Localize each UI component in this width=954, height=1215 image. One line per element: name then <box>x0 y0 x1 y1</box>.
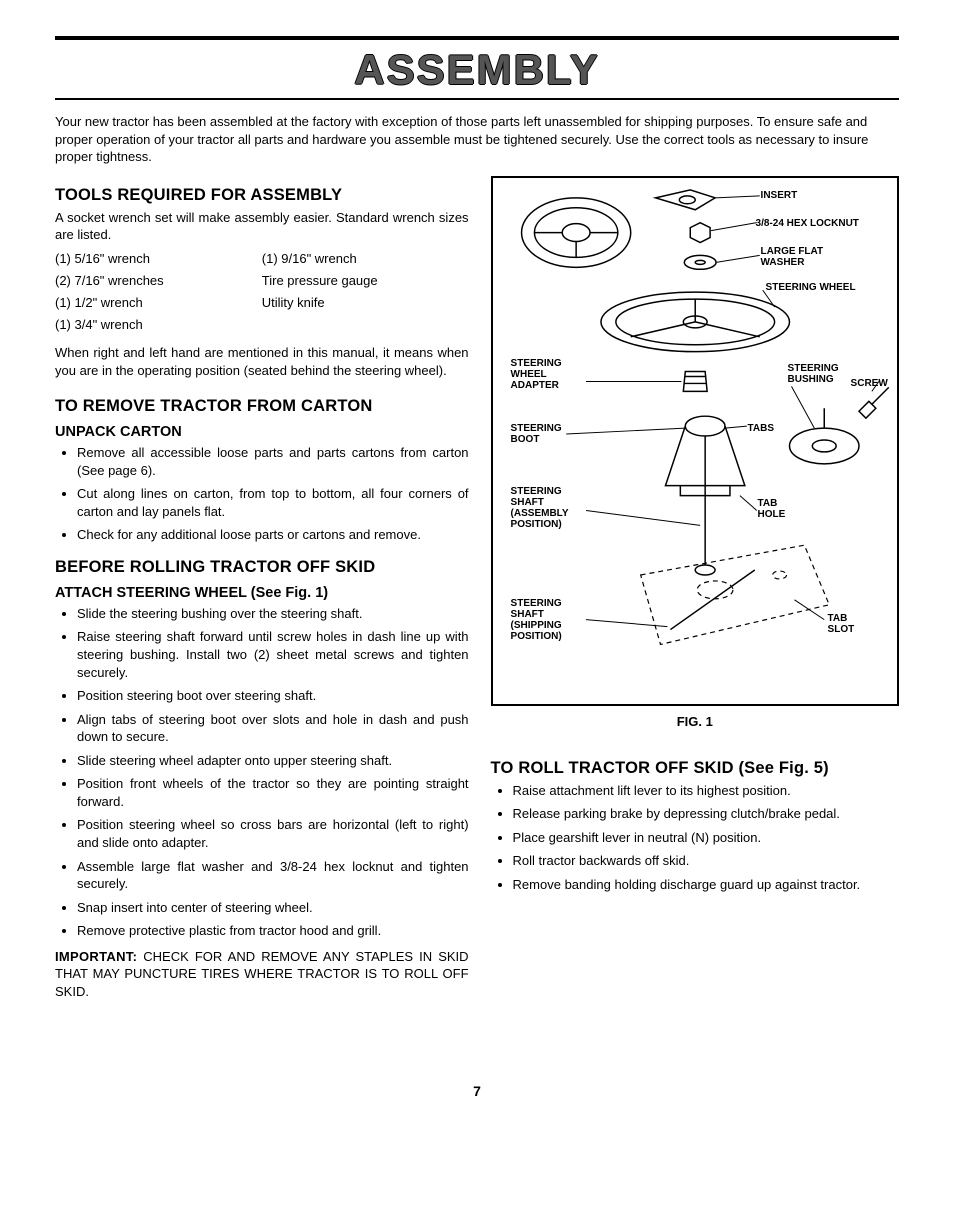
tools-lead: A socket wrench set will make assembly e… <box>55 209 469 244</box>
label-boot: STEERING BOOT <box>511 423 562 445</box>
list-item: Raise attachment lift lever to its highe… <box>513 782 899 800</box>
remove-heading: TO REMOVE TRACTOR FROM CARTON <box>55 397 469 416</box>
intro-paragraph: Your new tractor has been assembled at t… <box>55 113 899 166</box>
label-washer: LARGE FLAT WASHER <box>761 246 824 268</box>
page-title: ASSEMBLY <box>55 46 899 94</box>
tool-item: (1) 1/2" wrench <box>55 292 262 314</box>
left-column: TOOLS REQUIRED FOR ASSEMBLY A socket wre… <box>55 176 469 1014</box>
list-item: Slide the steering bushing over the stee… <box>77 605 469 623</box>
tool-item: (2) 7/16" wrenches <box>55 270 262 292</box>
right-column: INSERT 3/8-24 HEX LOCKNUT LARGE FLAT WAS… <box>491 176 899 1014</box>
tools-list: (1) 5/16" wrench (1) 9/16" wrench (2) 7/… <box>55 248 469 336</box>
list-item: Release parking brake by depressing clut… <box>513 805 899 823</box>
attach-list: Slide the steering bushing over the stee… <box>55 605 469 940</box>
list-item: Position steering wheel so cross bars ar… <box>77 816 469 851</box>
label-insert: INSERT <box>761 190 798 201</box>
title-underline <box>55 98 899 100</box>
list-item: Remove protective plastic from tractor h… <box>77 922 469 940</box>
tool-item <box>262 314 469 336</box>
list-item: Assemble large flat washer and 3/8-24 he… <box>77 858 469 893</box>
list-item: Place gearshift lever in neutral (N) pos… <box>513 829 899 847</box>
tool-item: Tire pressure gauge <box>262 270 469 292</box>
label-screw: SCREW <box>851 378 888 389</box>
list-item: Position steering boot over steering sha… <box>77 687 469 705</box>
list-item: Check for any additional loose parts or … <box>77 526 469 544</box>
list-item: Raise steering shaft forward until screw… <box>77 628 469 681</box>
label-tab-slot: TAB SLOT <box>828 613 855 635</box>
important-note: IMPORTANT: CHECK FOR AND REMOVE ANY STAP… <box>55 948 469 1001</box>
page-number: 7 <box>55 1083 899 1099</box>
attach-subheading: ATTACH STEERING WHEEL (See Fig. 1) <box>55 585 469 601</box>
list-item: Position front wheels of the tractor so … <box>77 775 469 810</box>
unpack-subheading: UNPACK CARTON <box>55 424 469 440</box>
label-adapter: STEERING WHEEL ADAPTER <box>511 358 562 391</box>
label-wheel: STEERING WHEEL <box>766 282 856 293</box>
roll-list: Raise attachment lift lever to its highe… <box>491 782 899 894</box>
label-shaft-ship: STEERING SHAFT (SHIPPING POSITION) <box>511 598 562 642</box>
tool-item: (1) 3/4" wrench <box>55 314 262 336</box>
figure-1: INSERT 3/8-24 HEX LOCKNUT LARGE FLAT WAS… <box>491 176 899 706</box>
important-label: IMPORTANT: <box>55 949 137 964</box>
list-item: Align tabs of steering boot over slots a… <box>77 711 469 746</box>
figure-caption: FIG. 1 <box>491 714 899 729</box>
list-item: Roll tractor backwards off skid. <box>513 852 899 870</box>
tools-heading: TOOLS REQUIRED FOR ASSEMBLY <box>55 186 469 205</box>
list-item: Slide steering wheel adapter onto upper … <box>77 752 469 770</box>
roll-heading: TO ROLL TRACTOR OFF SKID (See Fig. 5) <box>491 759 899 778</box>
list-item: Remove all accessible loose parts and pa… <box>77 444 469 479</box>
list-item: Snap insert into center of steering whee… <box>77 899 469 917</box>
tools-note: When right and left hand are mentioned i… <box>55 344 469 379</box>
unpack-list: Remove all accessible loose parts and pa… <box>55 444 469 544</box>
tool-item: Utility knife <box>262 292 469 314</box>
label-tab-hole: TAB HOLE <box>758 498 786 520</box>
before-heading: BEFORE ROLLING TRACTOR OFF SKID <box>55 558 469 577</box>
label-bushing: STEERING BUSHING <box>788 363 839 385</box>
label-locknut: 3/8-24 HEX LOCKNUT <box>756 218 859 229</box>
label-tabs: TABS <box>748 423 774 434</box>
list-item: Cut along lines on carton, from top to b… <box>77 485 469 520</box>
top-rule <box>55 36 899 40</box>
list-item: Remove banding holding discharge guard u… <box>513 876 899 894</box>
tool-item: (1) 9/16" wrench <box>262 248 469 270</box>
tool-item: (1) 5/16" wrench <box>55 248 262 270</box>
label-shaft-asm: STEERING SHAFT (ASSEMBLY POSITION) <box>511 486 569 530</box>
